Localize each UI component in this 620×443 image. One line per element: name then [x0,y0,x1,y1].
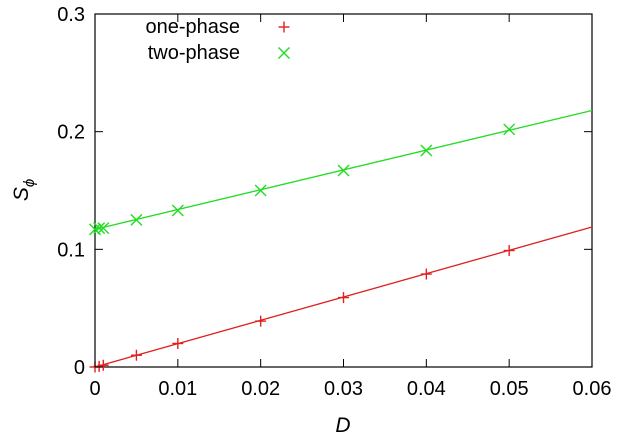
data-point-two-phase [93,222,106,235]
x-tick-label: 0.05 [490,378,529,400]
data-point-two-phase [130,213,143,226]
legend-marker-one-phase [278,21,290,33]
data-point-one-phase [172,337,184,349]
data-point-one-phase [420,268,432,280]
x-tick-label: 0.01 [158,378,197,400]
x-axis-label: D [335,414,350,437]
data-point-two-phase [254,184,267,197]
data-point-two-phase [337,164,350,177]
data-point-one-phase [503,245,515,257]
data-point-two-phase [503,123,516,136]
data-point-one-phase [255,315,267,327]
legend-label-one-phase: one-phase [145,16,240,38]
data-markers [89,123,516,373]
fit-lines [94,109,593,368]
legend: one-phase two-phase [145,16,290,64]
x-tick-label: 0.03 [324,378,363,400]
plot-frame [94,13,593,368]
data-point-two-phase [420,144,433,157]
data-point-one-phase [338,292,349,304]
x-tick-label: 0 [89,378,100,400]
y-tick-label: 0.1 [57,239,85,261]
plot-area [89,13,593,373]
y-tick-label: 0.3 [57,4,85,26]
x-tick-label: 0.06 [573,378,612,400]
y-tick-label: 0.2 [57,122,85,144]
y-axis-label: Sϕ [10,179,38,201]
x-tick-label: 0.02 [241,378,280,400]
y-axis: 0 0.1 0.2 0.3 [57,4,592,379]
data-point-two-phase [97,222,110,235]
x-tick-label: 0.04 [407,378,446,400]
y-axis-label-main: S [10,187,33,201]
y-axis-label-subscript: ϕ [21,179,38,187]
y-tick-label: 0 [74,357,85,379]
legend-label-two-phase: two-phase [148,42,240,64]
data-point-one-phase [130,349,142,361]
data-point-two-phase [171,204,184,217]
legend-marker-two-phase [278,47,290,59]
x-axis: 0 0.01 0.02 0.03 0.04 0.05 0.06 [89,14,611,400]
data-point-one-phase [97,359,109,371]
